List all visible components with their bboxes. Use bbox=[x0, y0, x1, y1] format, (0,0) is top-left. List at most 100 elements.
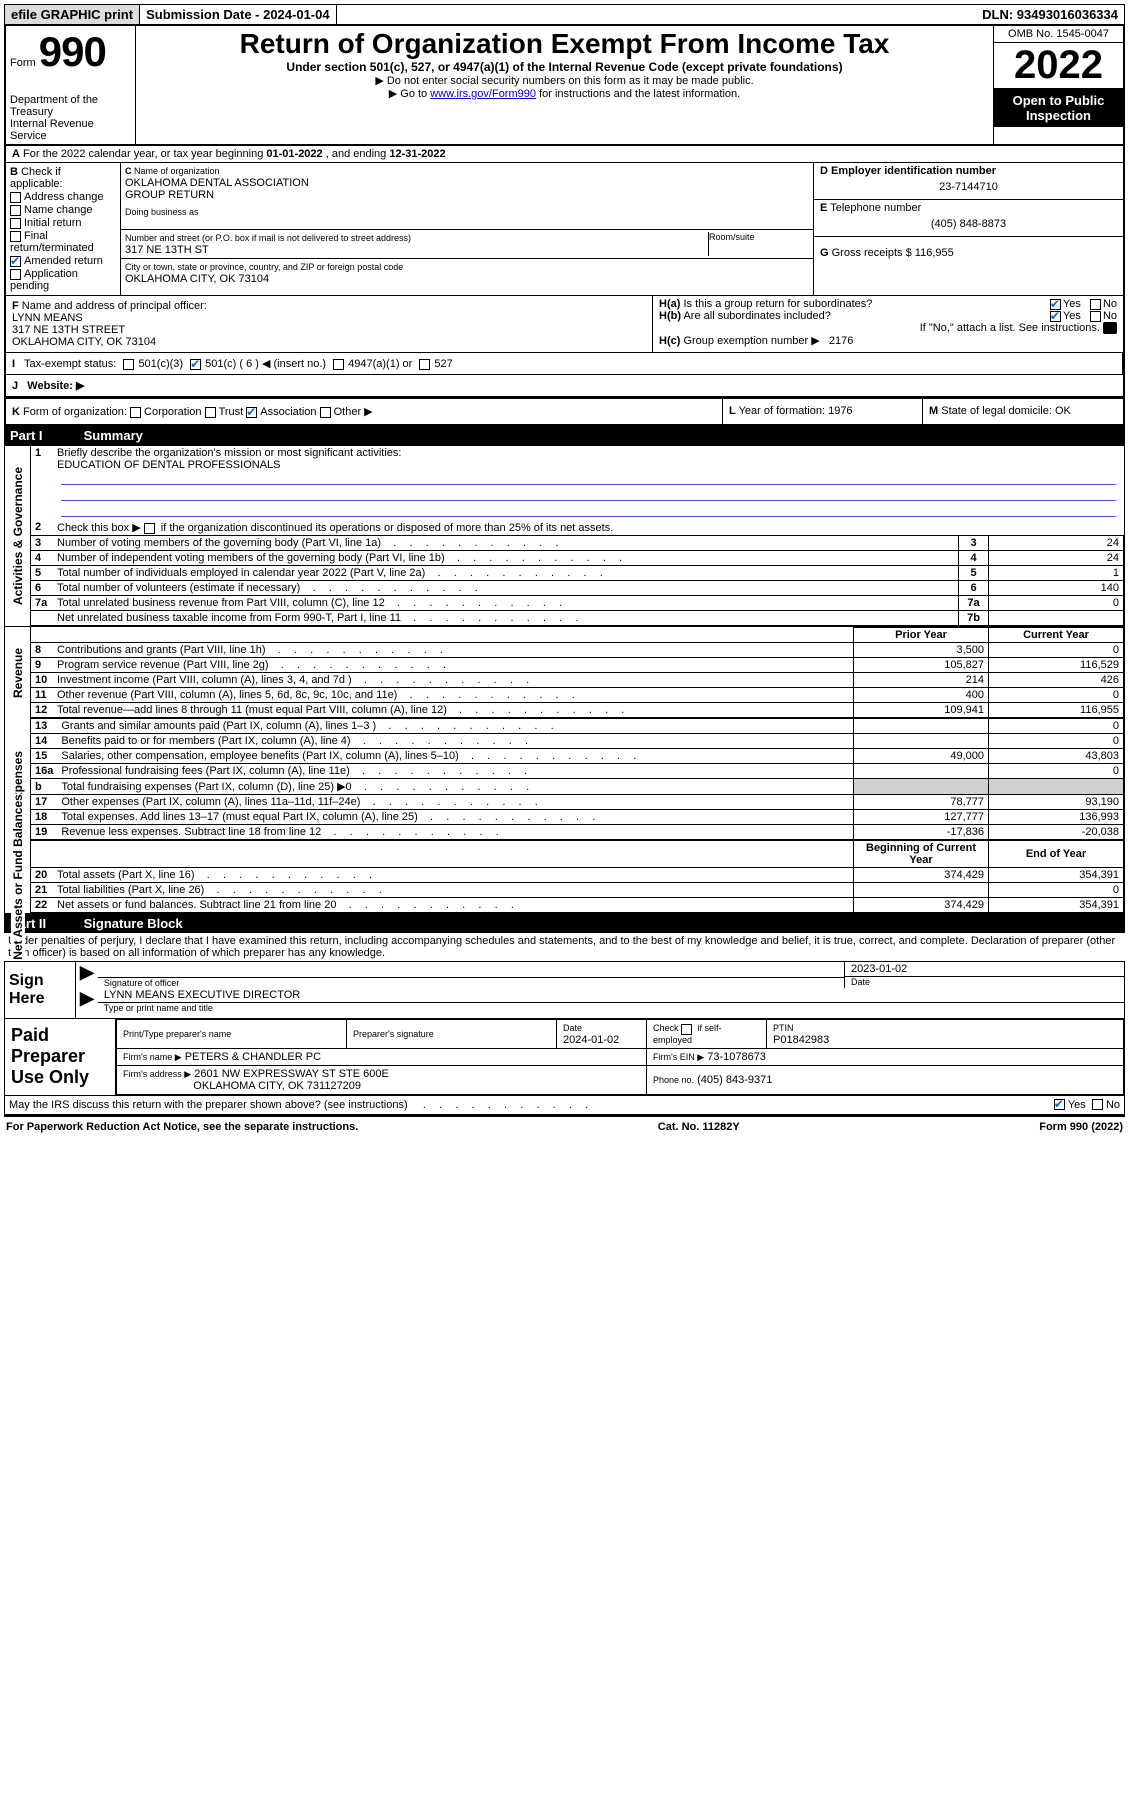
exp-rows-b: bTotal fundraising expenses (Part IX, co… bbox=[31, 779, 1124, 795]
h-b: H(b) Are all subordinates included? Yes … bbox=[659, 310, 1117, 322]
prep-date: 2024-01-02 bbox=[563, 1034, 619, 1046]
form-subtitle-3: ▶ Go to www.irs.gov/Form990 for instruct… bbox=[142, 87, 987, 100]
col-c: C Name of organization OKLAHOMA DENTAL A… bbox=[121, 163, 813, 295]
i-501c3-check[interactable] bbox=[123, 359, 134, 370]
f-label: Name and address of principal officer: bbox=[22, 300, 207, 312]
block-f: F Name and address of principal officer:… bbox=[6, 296, 653, 352]
prep-row-1: Print/Type preparer's name Preparer's si… bbox=[117, 1020, 1124, 1049]
discuss-text: May the IRS discuss this return with the… bbox=[9, 1099, 1054, 1111]
dba-label: Doing business as bbox=[125, 207, 809, 217]
vlabel-na-text: Net Assets or Fund Balances bbox=[11, 794, 25, 960]
exp-rows-13: 13Grants and similar amounts paid (Part … bbox=[31, 719, 1124, 734]
hb-no: No bbox=[1103, 310, 1117, 322]
sig-arrow-1: ▶ bbox=[76, 962, 98, 988]
block-j: J Website: ▶ bbox=[6, 374, 1123, 396]
firm-addr-label: Firm's address ▶ bbox=[123, 1069, 191, 1079]
discuss-yes-check[interactable] bbox=[1054, 1099, 1065, 1110]
rev-rows-12: 12Total revenue—add lines 8 through 11 (… bbox=[31, 703, 1124, 718]
tax-year: 2022 bbox=[994, 43, 1123, 89]
na-rows-22: 22Net assets or fund balances. Subtract … bbox=[31, 898, 1124, 913]
b-opt-3[interactable]: Final return/terminated bbox=[10, 230, 116, 254]
part1-header: Part I Summary bbox=[4, 426, 1125, 445]
ag-line-3: 3Number of voting members of the governi… bbox=[31, 536, 1124, 551]
org-name-1: OKLAHOMA DENTAL ASSOCIATION bbox=[125, 177, 309, 189]
th-begin-year: Beginning of Current Year bbox=[854, 841, 989, 868]
i-501c-check[interactable] bbox=[190, 359, 201, 370]
form-word: Form bbox=[10, 57, 36, 69]
firm-phone-label: Phone no. bbox=[653, 1075, 694, 1085]
b-opt-5[interactable]: Application pending bbox=[10, 268, 116, 292]
exp-rows-18: 18Total expenses. Add lines 13–17 (must … bbox=[31, 810, 1124, 825]
rev-rows-10: 10Investment income (Part VIII, column (… bbox=[31, 673, 1124, 688]
paid-preparer-block: Paid Preparer Use Only Print/Type prepar… bbox=[4, 1019, 1125, 1096]
form-subtitle-2: ▶ Do not enter social security numbers o… bbox=[142, 74, 987, 87]
hb-no-check[interactable] bbox=[1090, 311, 1101, 322]
rule-2 bbox=[61, 487, 1116, 501]
k-trust-check[interactable] bbox=[205, 407, 216, 418]
exp-table: 13Grants and similar amounts paid (Part … bbox=[31, 718, 1124, 840]
rev-rows-8: 8Contributions and grants (Part VIII, li… bbox=[31, 643, 1124, 658]
hc-value: 2176 bbox=[829, 335, 853, 347]
open-to-public: Open to Public Inspection bbox=[994, 89, 1123, 127]
hb-yes-check[interactable] bbox=[1050, 311, 1061, 322]
k-o2: Trust bbox=[219, 406, 244, 418]
hb-yes: Yes bbox=[1063, 310, 1081, 322]
prep-h2: Preparer's signature bbox=[353, 1029, 434, 1039]
b-opt-0[interactable]: Address change bbox=[10, 191, 116, 203]
ag-line-5: 5Total number of individuals employed in… bbox=[31, 566, 1124, 581]
na-content: Beginning of Current Year End of Year 20… bbox=[31, 840, 1124, 913]
firm-addr1: 2601 NW EXPRESSWAY ST STE 600E bbox=[194, 1068, 389, 1080]
k-assoc-check[interactable] bbox=[246, 407, 257, 418]
footer-mid: Cat. No. 11282Y bbox=[358, 1121, 1039, 1133]
row-fh: F Name and address of principal officer:… bbox=[6, 295, 1123, 352]
firm-name-label: Firm's name ▶ bbox=[123, 1052, 182, 1062]
sign-here-block: Sign Here ▶ Signature of officer 2023-01… bbox=[4, 961, 1125, 1019]
b-opt-4[interactable]: Amended return bbox=[10, 255, 116, 267]
k-other-check[interactable] bbox=[320, 407, 331, 418]
officer-name-title: LYNN MEANS EXECUTIVE DIRECTOR bbox=[98, 988, 1124, 1003]
sig-row-2: ▶ LYNN MEANS EXECUTIVE DIRECTOR Type or … bbox=[76, 988, 1124, 1013]
vlabel-rev: Revenue bbox=[5, 627, 31, 718]
c-city-row: City or town, state or province, country… bbox=[121, 259, 813, 287]
sig-date-label: Date bbox=[845, 977, 1124, 987]
header-left: Form 990 Department of the Treasury Inte… bbox=[6, 26, 136, 144]
sig-date-value: 2023-01-02 bbox=[845, 962, 1124, 977]
prep-h5: PTIN bbox=[773, 1023, 794, 1033]
rev-content: Prior Year Current Year 8Contributions a… bbox=[31, 627, 1124, 718]
i-527-check[interactable] bbox=[419, 359, 430, 370]
efile-bar: efile GRAPHIC print Submission Date - 20… bbox=[4, 4, 1125, 25]
ag-line-7a: 7aTotal unrelated business revenue from … bbox=[31, 596, 1124, 611]
b-opt-2-label: Initial return bbox=[24, 217, 81, 229]
discuss-no-check[interactable] bbox=[1092, 1099, 1103, 1110]
exp-rows-17: 17Other expenses (Part IX, column (A), l… bbox=[31, 795, 1124, 810]
b-opt-2[interactable]: Initial return bbox=[10, 217, 116, 229]
omb-number: OMB No. 1545-0047 bbox=[994, 26, 1123, 43]
irs-link[interactable]: www.irs.gov/Form990 bbox=[430, 88, 536, 100]
k-corp-check[interactable] bbox=[130, 407, 141, 418]
prep-row-2: Firm's name ▶ PETERS & CHANDLER PC Firm'… bbox=[117, 1049, 1124, 1066]
b-opt-1[interactable]: Name change bbox=[10, 204, 116, 216]
ha-no-check[interactable] bbox=[1090, 299, 1101, 310]
rev-header-row: Prior Year Current Year bbox=[31, 628, 1124, 643]
line2-check[interactable] bbox=[144, 523, 155, 534]
i-4947-check[interactable] bbox=[333, 359, 344, 370]
label-hb: H(b) bbox=[659, 310, 681, 322]
hc-label: Group exemption number ▶ bbox=[683, 335, 819, 347]
block-e: E Telephone number (405) 848-8873 bbox=[814, 200, 1123, 237]
vlabel-na: Net Assets or Fund Balances bbox=[5, 840, 31, 913]
th-prior-year: Prior Year bbox=[854, 628, 989, 643]
self-employed-check[interactable] bbox=[681, 1024, 692, 1035]
paid-preparer-label: Paid Preparer Use Only bbox=[5, 1019, 115, 1095]
ha-yes-check[interactable] bbox=[1050, 299, 1061, 310]
line-1: 1 Briefly describe the organization's mi… bbox=[31, 446, 1124, 520]
bullet-icon[interactable] bbox=[1103, 322, 1117, 334]
efile-left-text: efile GRAPHIC print bbox=[11, 7, 133, 22]
prep-row-3: Firm's address ▶ 2601 NW EXPRESSWAY ST S… bbox=[117, 1066, 1124, 1095]
declaration-text: Under penalties of perjury, I declare th… bbox=[4, 933, 1125, 961]
label-a: A bbox=[12, 148, 20, 160]
b-opt-4-label: Amended return bbox=[24, 255, 103, 267]
na-rows-20: 20Total assets (Part X, line 16)374,4293… bbox=[31, 868, 1124, 883]
firm-phone: (405) 843-9371 bbox=[697, 1074, 772, 1086]
part1-pt: Part I bbox=[10, 428, 80, 443]
officer-addr1: 317 NE 13TH STREET bbox=[12, 324, 125, 336]
